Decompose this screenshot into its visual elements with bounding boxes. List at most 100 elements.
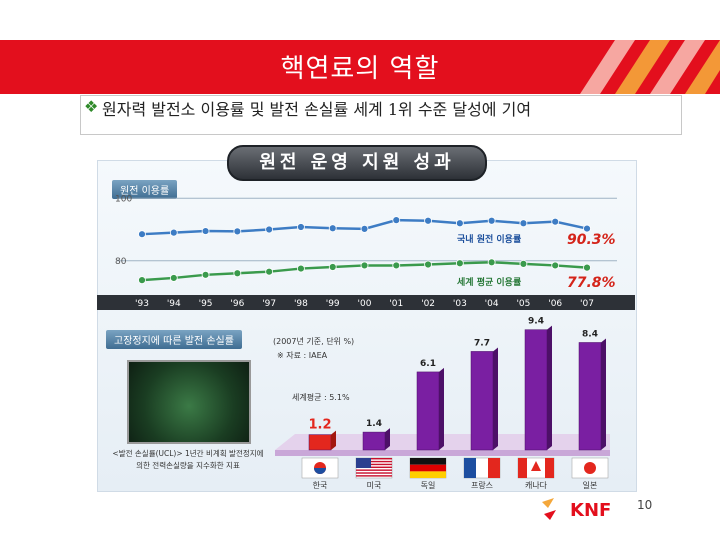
x-tick-label: '97 — [262, 299, 276, 309]
data-point — [519, 219, 528, 228]
flag-미국-icon — [355, 457, 393, 479]
x-tick-label: '05 — [516, 299, 530, 309]
flag-한국-icon — [301, 457, 339, 479]
bar-독일 — [416, 371, 440, 451]
country-label: 프랑스 — [471, 480, 493, 490]
bar-chart-note: (2007년 기준, 단위 %) — [273, 337, 355, 346]
x-tick-label: '95 — [199, 299, 213, 309]
bar-chart: 1.2 1.4 6.1 7.7 9.4 8.4 한국 미국 독일 프랑스 캐나다 일본 — [275, 317, 610, 490]
bar-chart-source: ※ 자료 : IAEA — [277, 351, 328, 360]
data-point — [233, 227, 242, 236]
bullet-text: 원자력 발전소 이용률 및 발전 손실률 세계 1위 수준 달성에 기여 — [102, 100, 532, 119]
data-point — [265, 267, 274, 276]
bullet-box — [80, 95, 682, 135]
x-tick-label: '99 — [326, 299, 340, 309]
flag-캐나다-icon — [517, 457, 555, 479]
bar-floor — [275, 450, 610, 456]
page-number: 10 — [637, 498, 653, 512]
flag-일본-icon — [571, 457, 609, 479]
x-tick-label: '04 — [485, 299, 499, 309]
bar-side — [439, 367, 444, 450]
flag-프랑스-icon — [463, 457, 501, 479]
knf-logo: KNF — [542, 498, 611, 521]
world-average-label: 세계평균 : 5.1% — [292, 393, 350, 402]
bar-side — [547, 325, 552, 450]
data-point — [424, 260, 432, 269]
bar-일본 — [578, 342, 602, 451]
country-label: 일본 — [583, 481, 598, 490]
x-tick-label: '06 — [548, 299, 562, 309]
y-tick-label: 100 — [115, 194, 132, 204]
data-point — [233, 269, 242, 278]
data-point — [583, 263, 591, 272]
line-chart-axis-band — [97, 295, 635, 310]
data-point — [455, 259, 464, 268]
data-point — [455, 219, 464, 228]
data-point — [551, 217, 560, 226]
data-point — [519, 259, 528, 268]
x-tick-label: '03 — [453, 299, 467, 309]
bar-value-label: 1.2 — [308, 418, 331, 433]
bar-프랑스 — [470, 351, 494, 451]
data-point — [583, 224, 591, 233]
x-tick-label: '96 — [230, 299, 244, 309]
data-point — [265, 225, 274, 234]
bar-value-label: 9.4 — [528, 317, 544, 327]
line-chart: 100 80 국내 원전 이용률 90.3% 세계 평균 이용률 77.8% '93 '94… — [97, 194, 635, 310]
data-point — [138, 230, 146, 239]
data-point — [360, 224, 369, 233]
bar-한국 — [308, 434, 332, 451]
bar-side — [385, 428, 390, 450]
x-tick-label: '01 — [389, 299, 403, 309]
data-point — [392, 216, 401, 225]
bar-chart-tag: 고장정지에 따른 발전 손실률 — [106, 330, 242, 349]
x-tick-label: '02 — [421, 299, 435, 309]
data-point — [201, 270, 210, 279]
country-label: 독일 — [421, 481, 436, 490]
header-wave-logo-icon — [570, 40, 720, 94]
data-point — [392, 261, 401, 270]
bar-side — [601, 338, 606, 450]
photo-caption: <발전 손실률(UCL)> 1년간 비계획 발전정지에 의한 전력손실량을 지수… — [112, 449, 264, 470]
data-point — [328, 224, 337, 233]
y-tick-label: 80 — [115, 257, 127, 267]
data-point — [297, 264, 305, 273]
x-tick-label: '94 — [167, 299, 181, 309]
data-point — [328, 263, 337, 271]
reactor-photo — [127, 360, 251, 444]
data-point — [169, 228, 178, 237]
country-label: 한국 — [313, 481, 328, 490]
series-end-label: 77.8% — [567, 275, 616, 291]
bar-value-label: 6.1 — [420, 359, 436, 369]
dashboard-banner: 원전 운영 지원 성과 — [227, 145, 487, 181]
data-point — [487, 258, 496, 267]
slide-title: 핵연료의 역할 — [280, 54, 440, 84]
bar-미국 — [362, 431, 386, 451]
bar-value-label: 7.7 — [474, 338, 490, 348]
legend-entry: 세계 평균 이용률 — [457, 276, 521, 288]
country-label: 캐나다 — [525, 481, 548, 490]
x-tick-label: '07 — [580, 299, 594, 309]
data-point — [487, 216, 496, 225]
checkmark-diamond-icon: ❖ — [84, 97, 99, 116]
line-chart-tag: 원전 이용률 — [112, 180, 178, 199]
data-point — [138, 276, 146, 285]
bar-value-label: 1.4 — [366, 419, 382, 429]
bar-side — [493, 347, 498, 450]
logo-text: KNF — [570, 500, 611, 521]
data-point — [360, 261, 369, 270]
bar-side — [331, 430, 336, 450]
data-point — [297, 223, 305, 231]
flag-독일-icon — [409, 457, 447, 479]
data-point — [201, 227, 210, 235]
country-label: 미국 — [367, 481, 382, 490]
series-end-label: 90.3% — [567, 232, 616, 248]
x-tick-label: '98 — [294, 299, 308, 309]
bar-캐나다 — [524, 329, 548, 451]
x-tick-label: '00 — [358, 299, 372, 309]
legend-entry: 국내 원전 이용률 — [457, 233, 521, 245]
data-point — [169, 274, 178, 282]
x-tick-label: '93 — [135, 299, 149, 309]
data-point — [424, 216, 432, 225]
bar-value-label: 8.4 — [582, 329, 598, 339]
